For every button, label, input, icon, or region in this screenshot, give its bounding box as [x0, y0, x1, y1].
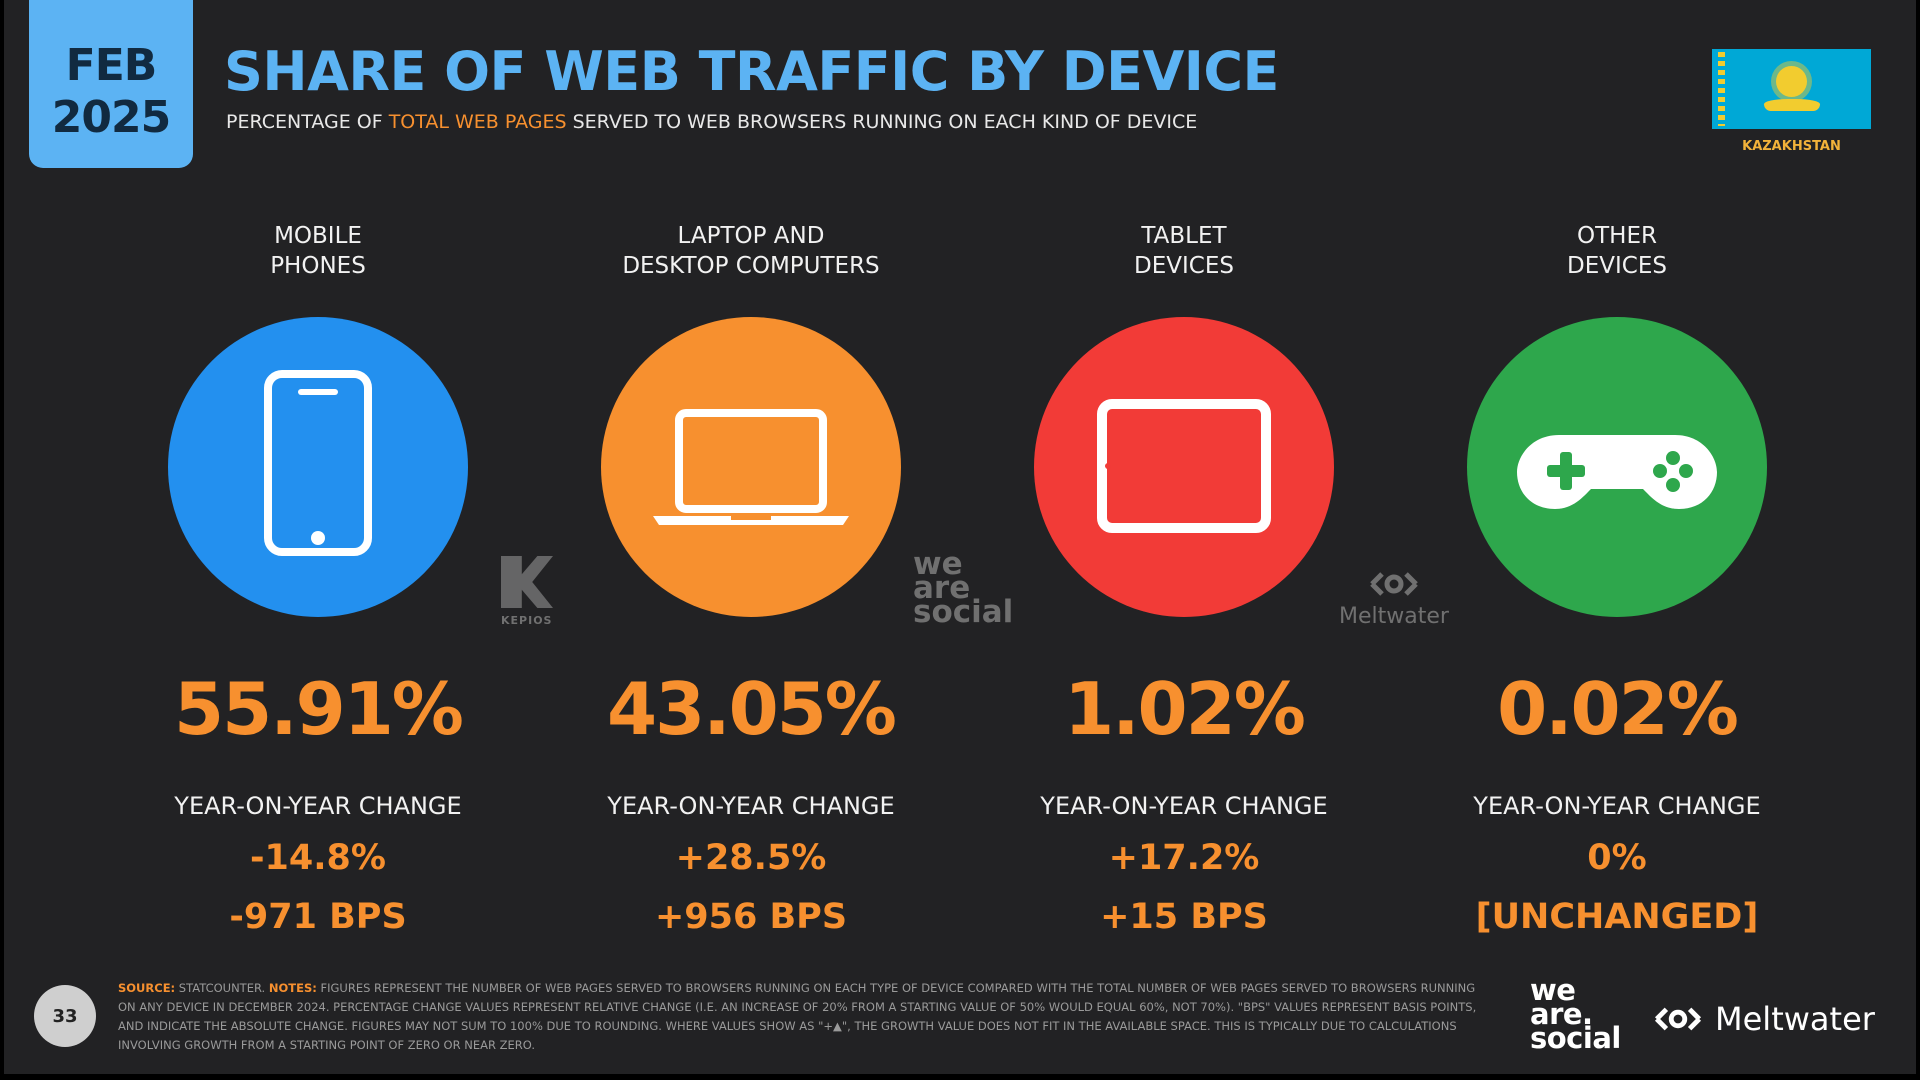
we-are-social-watermark: we are social [913, 546, 1014, 630]
we-are-social-logo: we are. social [1530, 973, 1621, 1055]
tablet-circle [1034, 317, 1334, 617]
device-label-line1: LAPTOP AND [677, 223, 825, 249]
page-subtitle: PERCENTAGE OF TOTAL WEB PAGES SERVED TO … [226, 111, 1197, 133]
device-label-line2: PHONES [270, 253, 366, 279]
kepios-watermark: KEPIOS [501, 556, 557, 627]
tablet-icon [1097, 399, 1271, 533]
meltwater-watermark: Meltwater [1334, 570, 1454, 629]
logo-was-line1: we [1530, 973, 1576, 1007]
page-title: SHARE OF WEB TRAFFIC BY DEVICE [224, 40, 1279, 103]
flag-sun [1776, 66, 1807, 97]
device-label: LAPTOP AND DESKTOP COMPUTERS [581, 221, 921, 281]
device-label: OTHER DEVICES [1447, 221, 1787, 281]
footnote: SOURCE: STATCOUNTER. NOTES: FIGURES REPR… [118, 979, 1490, 1055]
meltwater-logo-icon [1370, 572, 1418, 596]
meltwater-logo-text: Meltwater [1715, 1000, 1875, 1038]
logo-was-line2: are. [1530, 997, 1593, 1031]
other-circle [1467, 317, 1767, 617]
date-year: 2025 [51, 92, 171, 143]
laptop-icon [653, 409, 849, 525]
share-value: 55.91% [174, 667, 464, 751]
device-label: MOBILE PHONES [148, 221, 488, 281]
device-label-line2: DEVICES [1567, 253, 1667, 279]
flag-ornament [1718, 52, 1725, 126]
yoy-label: YEAR-ON-YEAR CHANGE [607, 792, 895, 820]
yoy-bps-change: -971 BPS [229, 897, 407, 937]
share-value: 1.02% [1064, 667, 1306, 751]
watermark-was-line3: social [913, 594, 1014, 630]
yoy-label: YEAR-ON-YEAR CHANGE [1040, 792, 1328, 820]
yoy-label: YEAR-ON-YEAR CHANGE [174, 792, 462, 820]
date-month: FEB [65, 40, 158, 91]
share-value: 43.05% [607, 667, 897, 751]
laptop-circle [601, 317, 901, 617]
source-text: STATCOUNTER. [175, 981, 269, 995]
yoy-percent-change: -14.8% [250, 838, 386, 878]
device-label-line2: DESKTOP COMPUTERS [622, 253, 880, 279]
game-controller-icon [1517, 435, 1717, 509]
yoy-percent-change: 0% [1587, 838, 1647, 878]
flag-eagle [1764, 99, 1820, 111]
watermark-was-line2: are [913, 570, 971, 606]
yoy-bps-change: [UNCHANGED] [1475, 897, 1759, 937]
yoy-percent-change: +17.2% [1108, 838, 1260, 878]
source-label: SOURCE: [118, 981, 176, 995]
page-number: 33 [34, 985, 96, 1047]
device-label-line1: OTHER [1577, 223, 1657, 249]
mobile-circle [168, 317, 468, 617]
notes-label: NOTES: [268, 981, 317, 995]
device-label-line1: MOBILE [274, 223, 362, 249]
share-value: 0.02% [1497, 667, 1739, 751]
subtitle-highlight: TOTAL WEB PAGES [388, 111, 567, 133]
meltwater-watermark-text: Meltwater [1339, 604, 1449, 629]
meltwater-logo-icon [1654, 1007, 1702, 1031]
device-label: TABLET DEVICES [1014, 221, 1354, 281]
slide: FEB 2025 SHARE OF WEB TRAFFIC BY DEVICE … [4, 0, 1916, 1074]
watermark-was-line1: we [913, 546, 963, 582]
yoy-bps-change: +956 BPS [654, 897, 848, 937]
notes-text: FIGURES REPRESENT THE NUMBER OF WEB PAGE… [118, 981, 1477, 1052]
meltwater-logo: Meltwater [1647, 1000, 1875, 1038]
yoy-percent-change: +28.5% [675, 838, 827, 878]
kepios-watermark-text: KEPIOS [501, 614, 553, 627]
date-badge: FEB 2025 [29, 0, 193, 168]
yoy-bps-change: +15 BPS [1100, 897, 1268, 937]
subtitle-post: SERVED TO WEB BROWSERS RUNNING ON EACH K… [566, 111, 1198, 133]
kazakhstan-flag-icon [1712, 49, 1871, 129]
kepios-logo-icon [501, 556, 553, 608]
mobile-phone-icon [264, 370, 372, 556]
country-label: KAZAKHSTAN [1742, 139, 1841, 154]
device-label-line2: DEVICES [1134, 253, 1234, 279]
subtitle-pre: PERCENTAGE OF [226, 111, 389, 133]
logo-was-line3: social [1530, 1021, 1621, 1055]
yoy-label: YEAR-ON-YEAR CHANGE [1473, 792, 1761, 820]
device-label-line1: TABLET [1141, 223, 1227, 249]
